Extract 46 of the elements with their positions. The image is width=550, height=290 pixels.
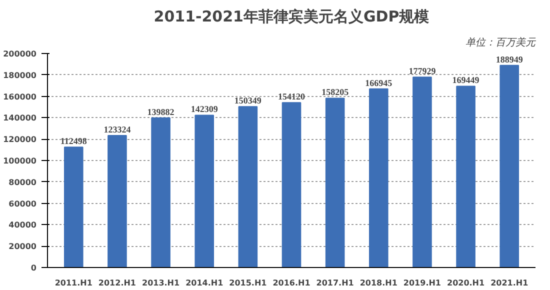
data-label: 177929 [408,66,436,76]
x-tick-label: 2015.H1 [229,278,268,288]
data-label: 188949 [496,54,524,64]
y-tick-label: 0 [30,264,37,272]
bar [194,114,214,268]
x-tick-label: 2019.H1 [403,278,442,288]
x-tick-label: 2012.H1 [98,278,136,288]
y-tick-label: 60000 [8,199,37,208]
bar [151,117,170,268]
y-tick-label: 160000 [3,92,37,102]
bar [368,88,388,268]
data-label: 112498 [60,136,88,146]
bar [238,106,258,268]
x-tick-label: 2011.H1 [54,278,93,288]
data-label: 154120 [278,92,306,102]
bar [108,135,127,268]
y-tick-label: 120000 [3,135,37,144]
data-label: 150349 [234,96,262,106]
y-tick-label: 100000 [3,156,37,166]
x-tick-label: 2018.H1 [360,278,398,288]
data-label: 139882 [147,106,175,117]
y-tick-label: 20000 [8,242,37,252]
data-label: 158205 [322,87,350,98]
y-tick-label: 40000 [8,220,37,230]
x-tick-label: 2021.H1 [490,278,529,288]
data-label: 142309 [190,104,218,114]
bar [282,102,302,268]
chart-subtitle: 单位：百万美元 [466,36,536,48]
bar [412,76,432,268]
bar [500,64,520,268]
bar [64,146,84,268]
x-tick-label: 2020.H1 [447,278,486,288]
x-tick-label: 2013.H1 [142,278,180,288]
data-label: 123324 [104,124,132,135]
y-tick-label: 180000 [3,70,37,80]
data-label: 166945 [365,78,393,88]
y-tick-label: 140000 [3,114,37,123]
bar [456,86,476,268]
y-tick-label: 200000 [3,50,37,58]
x-tick-label: 2017.H1 [316,278,354,288]
data-label: 169449 [452,75,480,86]
chart-title: 2011-2021年菲律宾美元名义GDP规模 [154,8,430,26]
x-tick-label: 2016.H1 [272,278,311,288]
bar [325,98,345,268]
y-tick-label: 80000 [8,178,37,187]
x-tick-label: 2014.H1 [186,278,224,288]
